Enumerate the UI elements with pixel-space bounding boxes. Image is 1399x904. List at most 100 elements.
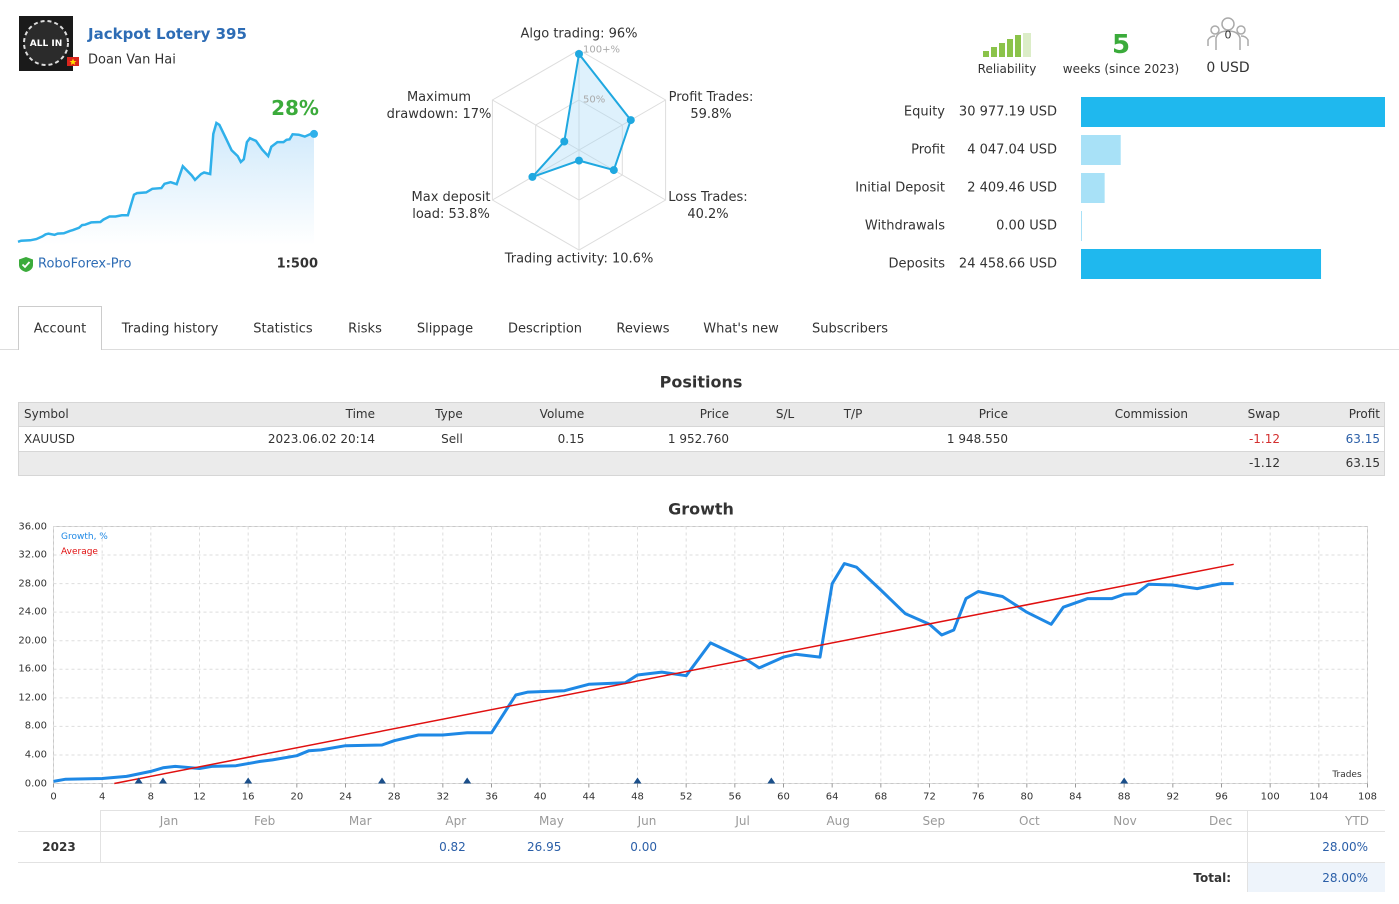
cell: XAUUSD: [24, 432, 75, 446]
event-marker: [244, 777, 253, 784]
tab[interactable]: Slippage: [416, 321, 474, 337]
month-header: Nov: [1113, 814, 1137, 828]
balance-bar: [1081, 135, 1121, 165]
balance-bar: [1081, 211, 1082, 241]
y-tick-label: 0.00: [24, 778, 47, 789]
column-header: Time: [345, 407, 375, 421]
x-tick-label: 88: [1117, 791, 1131, 803]
balance-value: 24 458.66 USD: [958, 256, 1057, 272]
ytd-header: YTD: [1345, 814, 1369, 828]
x-tick-label: 20: [290, 791, 304, 803]
total-cell: 63.15: [1345, 456, 1380, 470]
tab[interactable]: Description: [507, 321, 583, 337]
balance-label: Initial Deposit: [855, 180, 945, 196]
tab[interactable]: Statistics: [253, 321, 313, 337]
subscribers-count: 0: [1224, 28, 1232, 42]
cell: 2023.06.02 20:14: [267, 432, 375, 446]
x-tick-label: 96: [1215, 791, 1228, 803]
y-tick-label: 16.00: [18, 663, 47, 675]
radar-point: [528, 172, 537, 181]
column-header: T/P: [843, 407, 863, 421]
x-tick-label: 12: [193, 791, 206, 803]
total-cell: -1.12: [1248, 456, 1280, 470]
x-tick-label: 16: [241, 791, 255, 803]
event-marker: [767, 777, 776, 784]
radar-label: Profit Trades: 59.8%: [668, 90, 754, 122]
tab[interactable]: Trading history: [121, 321, 219, 337]
x-tick-label: 48: [631, 791, 644, 803]
month-return: 0.00: [630, 840, 657, 854]
y-tick-label: 36.00: [18, 521, 47, 532]
radar-label: Algo trading: 96%: [520, 26, 638, 42]
balance-label: Withdrawals: [864, 218, 945, 234]
column-header: Type: [435, 407, 463, 421]
verified-check: [21, 261, 31, 269]
cell: 0.15: [557, 432, 585, 446]
month-header: Feb: [253, 814, 276, 828]
year: 2023: [42, 840, 76, 854]
total-label: Total:: [1193, 871, 1231, 885]
y-tick-label: 28.00: [18, 578, 47, 590]
total-cell-bg: [1248, 863, 1385, 892]
balance-value: 2 409.46 USD: [967, 180, 1057, 196]
y-tick-label: 20.00: [18, 635, 47, 647]
x-tick-label: 40: [533, 791, 547, 803]
sparkline-end: [310, 129, 318, 138]
radar-label: Trading activity: 10.6%: [504, 251, 654, 267]
x-tick-label: 28: [387, 791, 401, 803]
month-header: Jun: [637, 814, 657, 828]
section-title: Positions: [659, 372, 743, 392]
y-tick-label: 8.00: [24, 720, 47, 732]
event-marker: [463, 777, 472, 784]
cell: 1 948.550: [946, 432, 1008, 446]
x-tick-label: 80: [1020, 791, 1034, 803]
month-header: May: [538, 814, 564, 828]
legend-entry: Growth, %: [61, 532, 108, 542]
balance-label: Deposits: [888, 256, 945, 272]
x-tick-label: 44: [582, 791, 596, 803]
x-tick-label: 104: [1309, 791, 1329, 803]
month-header: Apr: [445, 814, 467, 828]
chart-title: Growth: [668, 499, 734, 519]
balance-bar: [1081, 97, 1385, 127]
month-header: Mar: [348, 814, 372, 828]
cell: -1.12: [1248, 432, 1280, 446]
balance-label: Equity: [903, 104, 945, 120]
radar-tick-label: 100+%: [583, 44, 620, 56]
tab[interactable]: What's new: [703, 321, 779, 337]
legend-entry: Average: [61, 547, 98, 557]
tab[interactable]: Reviews: [616, 321, 670, 337]
radar-label: Max deposit load: 53.8%: [411, 190, 491, 222]
tab[interactable]: Account: [33, 321, 87, 337]
logo-chip: [23, 20, 69, 66]
flag-star: [69, 58, 77, 65]
tab[interactable]: Risks: [348, 321, 382, 337]
balance-value: 4 047.04 USD: [967, 142, 1057, 158]
x-tick-label: 84: [1069, 791, 1082, 803]
month-header: Oct: [1019, 814, 1040, 828]
reliability-label: Reliability: [977, 62, 1037, 76]
event-marker: [378, 777, 386, 784]
x-tick-label: 24: [339, 791, 352, 803]
radar-spoke: [578, 149, 666, 201]
column-header: Price: [978, 407, 1008, 421]
y-tick-label: 4.00: [24, 749, 47, 761]
y-tick-label: 32.00: [18, 549, 47, 561]
cell: 1 952.760: [667, 432, 729, 446]
tab[interactable]: Subscribers: [812, 321, 888, 337]
x-tick-label: 72: [923, 791, 936, 803]
column-header: Symbol: [24, 407, 69, 421]
active-tab-frame: [18, 306, 102, 350]
account-title: Jackpot Lotery 395: [88, 25, 247, 43]
column-header: S/L: [775, 407, 795, 421]
x-tick-label: 100: [1260, 791, 1280, 803]
series-line: [114, 563, 1234, 785]
balance-label: Profit: [911, 142, 945, 158]
balance-value: 30 977.19 USD: [958, 104, 1057, 120]
event-marker: [1120, 777, 1129, 784]
radar-tick-label: 50%: [583, 94, 606, 106]
positions-total-bg: [18, 451, 1385, 476]
leverage: 1:500: [276, 256, 318, 272]
